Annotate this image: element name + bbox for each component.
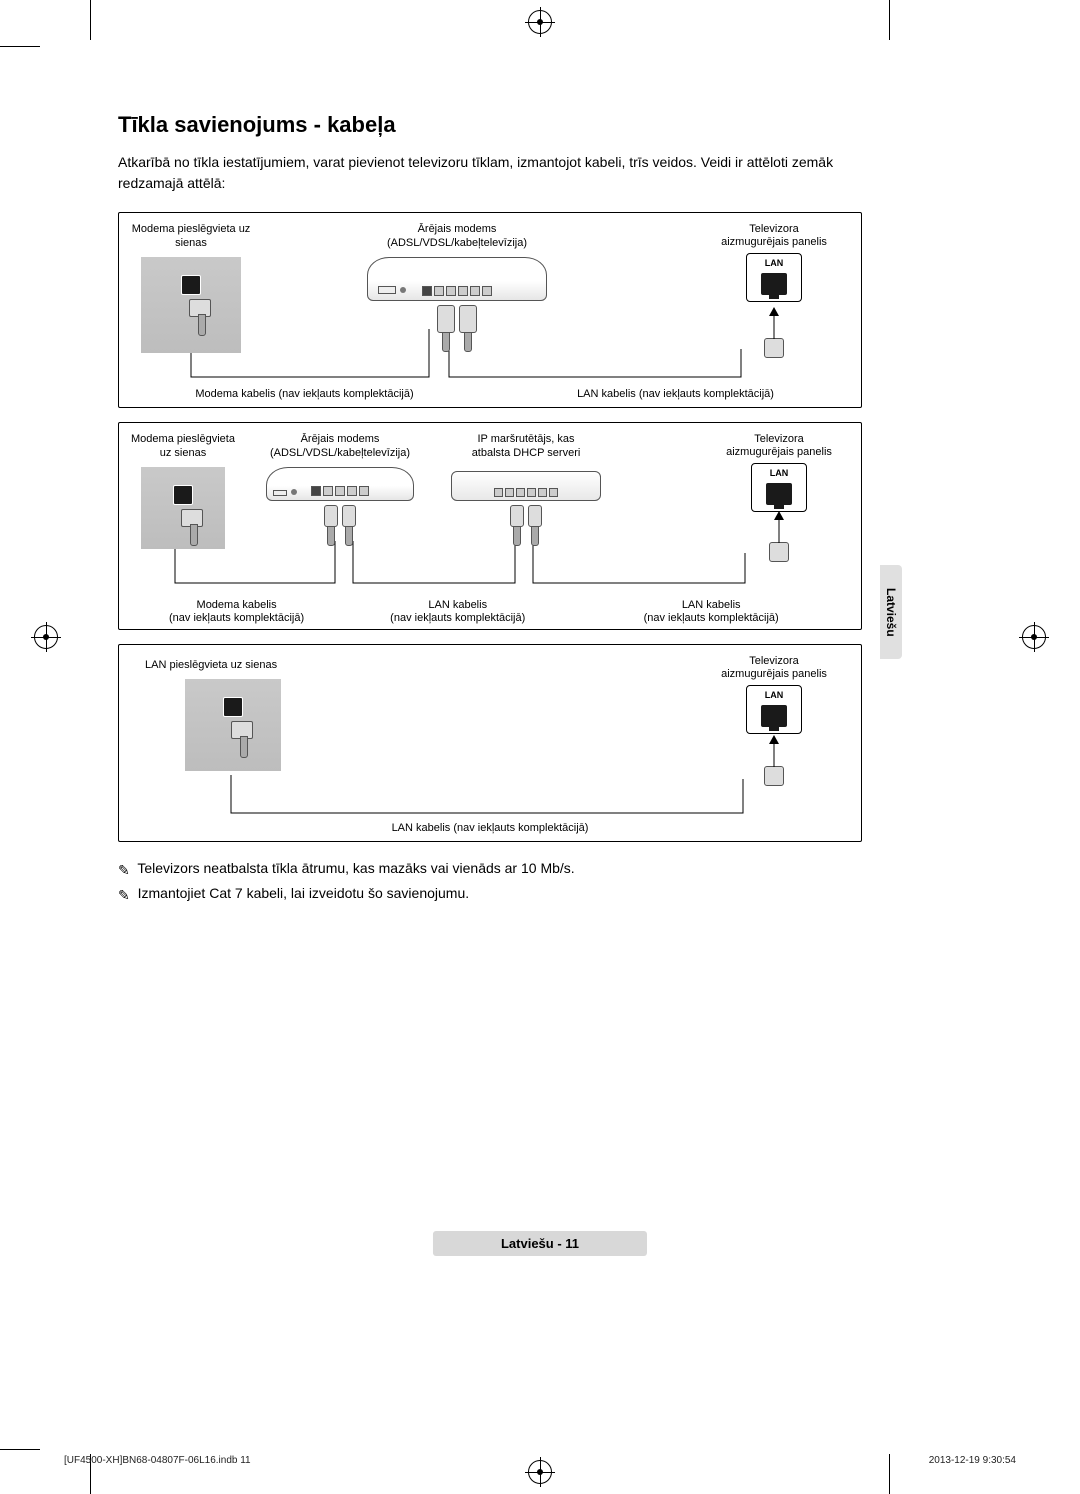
cable-label: (nav iekļauts komplektācijā) [390, 612, 525, 624]
language-tab-label: Latviešu [884, 588, 898, 637]
page-content: Tīkla savienojums - kabeļa Atkarībā no t… [118, 112, 862, 906]
cable-label: LAN kabelis [682, 599, 741, 611]
tv-panel-label-2: aizmugurējais panelis [721, 236, 827, 248]
cable-label: Modema kabelis [197, 599, 277, 611]
crop-mark [0, 1449, 40, 1450]
cable-plug-icon [459, 305, 477, 333]
crop-mark [0, 46, 40, 47]
print-footer-filename: [UF4500-XH]BN68-04807F-06L16.indb 11 [64, 1455, 251, 1466]
cable-label: Modema kabelis (nav iekļauts komplektāci… [119, 388, 490, 401]
cable-label: (nav iekļauts komplektācijā) [169, 612, 304, 624]
modem-label-1: Ārējais modems [301, 433, 380, 447]
note-icon: ✎ [118, 883, 130, 908]
wall-label: Modema pieslēgvieta uz sienas [131, 223, 251, 251]
cable-plug-icon [437, 305, 455, 333]
lan-label: LAN [765, 690, 784, 701]
diagram-1: Modema pieslēgvieta uz sienas Ārējais mo… [118, 212, 862, 408]
tv-panel-label-2: aizmugurējais panelis [721, 668, 827, 680]
cable-label: (nav iekļauts komplektācijā) [644, 612, 779, 624]
print-footer-timestamp: 2013-12-19 9:30:54 [929, 1455, 1016, 1466]
page-number-footer: Latviešu - 11 [433, 1231, 647, 1256]
registration-mark [1022, 625, 1046, 649]
diagram-2: Modema pieslēgvieta uz sienas Ārējais mo… [118, 422, 862, 630]
wall-plate-icon [185, 679, 281, 771]
language-tab: Latviešu [880, 565, 902, 659]
cable-plug-icon [764, 338, 784, 358]
router-label-1: IP maršrutētājs, kas [478, 433, 575, 447]
diagram-3: LAN pieslēgvieta uz sienas Televizora ai… [118, 644, 862, 842]
cable-label: LAN kabelis [428, 599, 487, 611]
crop-mark [889, 0, 890, 40]
modem-label-2: (ADSL/VDSL/kabeļtelevīzija) [270, 447, 410, 461]
crop-mark [889, 1454, 890, 1494]
modem-icon [266, 467, 414, 501]
page-title: Tīkla savienojums - kabeļa [118, 112, 862, 138]
notes-section: ✎ Televizors neatbalsta tīkla ātrumu, ka… [118, 856, 862, 906]
tv-panel-label-1: Televizora [754, 433, 804, 445]
tv-panel-label-2: aizmugurējais panelis [726, 446, 832, 458]
crop-mark [90, 0, 91, 40]
wall-label: Modema pieslēgvieta uz sienas [131, 433, 235, 461]
lan-port-icon: LAN [746, 253, 802, 301]
registration-mark [34, 625, 58, 649]
cable-plug-icon [769, 542, 789, 562]
modem-icon [367, 257, 547, 301]
note-icon: ✎ [118, 858, 130, 883]
registration-mark [528, 10, 552, 34]
lan-label: LAN [765, 258, 784, 269]
cable-plug-icon [342, 505, 356, 527]
intro-text: Atkarībā no tīkla iestatījumiem, varat p… [118, 152, 862, 194]
registration-mark [528, 1460, 552, 1484]
tv-panel-label-1: Televizora [749, 655, 799, 667]
note-text: Televizors neatbalsta tīkla ātrumu, kas … [137, 860, 574, 876]
print-footer-timestamp-text: 2013-12-19 9:30:54 [929, 1455, 1016, 1466]
cable-plug-icon [510, 505, 524, 527]
modem-label-2: (ADSL/VDSL/kabeļtelevīzija) [387, 237, 527, 251]
lan-port-icon: LAN [751, 463, 807, 511]
wall-label: LAN pieslēgvieta uz sienas [145, 655, 277, 673]
cable-plug-icon [528, 505, 542, 527]
cable-plug-icon [324, 505, 338, 527]
lan-port-icon: LAN [746, 685, 802, 733]
lan-label: LAN [770, 468, 789, 479]
modem-label-1: Ārējais modems [418, 223, 497, 237]
cable-label: LAN kabelis (nav iekļauts komplektācijā) [119, 822, 861, 835]
wall-plate-icon [141, 257, 241, 353]
wall-plate-icon [141, 467, 225, 549]
cable-plug-icon [764, 766, 784, 786]
tv-panel-label-1: Televizora [749, 223, 799, 235]
router-label-2: atbalsta DHCP serveri [472, 447, 581, 461]
note-text: Izmantojiet Cat 7 kabeli, lai izveidotu … [138, 885, 470, 901]
router-icon [451, 471, 601, 501]
cable-label: LAN kabelis (nav iekļauts komplektācijā) [490, 388, 861, 401]
